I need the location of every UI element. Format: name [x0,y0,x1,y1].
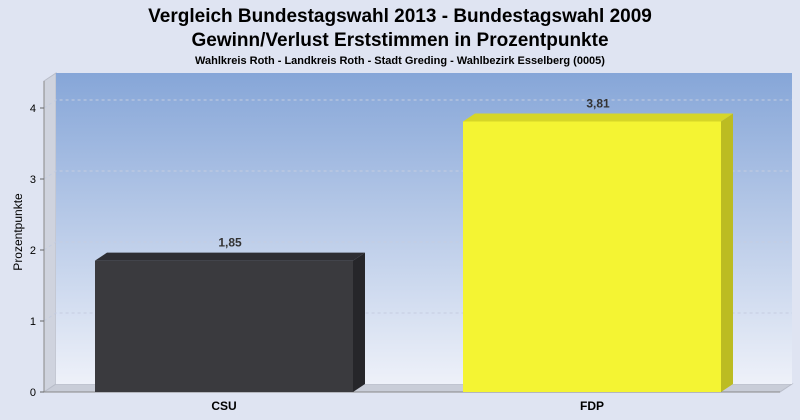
bar-top [95,252,365,261]
bars [95,113,733,393]
bar-side [721,113,733,393]
grid-line [43,99,792,109]
bar-csu [95,252,365,392]
chart-title-line2: Gewinn/Verlust Erststimmen in Prozentpun… [191,30,608,51]
bar-front [463,121,721,393]
chart-subtitle: Wahlkreis Roth - Landkreis Roth - Stadt … [195,55,605,67]
category-labels: CSU FDP [211,399,604,413]
data-label-fdp: 3,81 [586,96,610,110]
bar-side [353,252,365,392]
y-tick-label: 1 [30,316,36,328]
chart-title-line1: Vergleich Bundestagswahl 2013 - Bundesta… [148,6,652,27]
y-tick-labels: 0 1 2 3 4 [30,103,44,399]
y-tick-label: 0 [30,387,36,399]
bar-fdp [463,113,733,393]
bar-front [95,260,353,392]
y-tick-label: 4 [30,103,36,115]
plot-left-wall [43,72,57,393]
bar-top [463,113,733,122]
category-label-fdp: FDP [580,399,604,413]
data-label-csu: 1,85 [218,236,242,250]
y-tick-label: 2 [30,245,36,257]
y-tick-label: 3 [30,174,36,186]
data-labels: 1,85 3,81 [218,96,610,249]
category-label-csu: CSU [211,399,236,413]
y-axis-label: Prozentpunkte [11,193,25,271]
